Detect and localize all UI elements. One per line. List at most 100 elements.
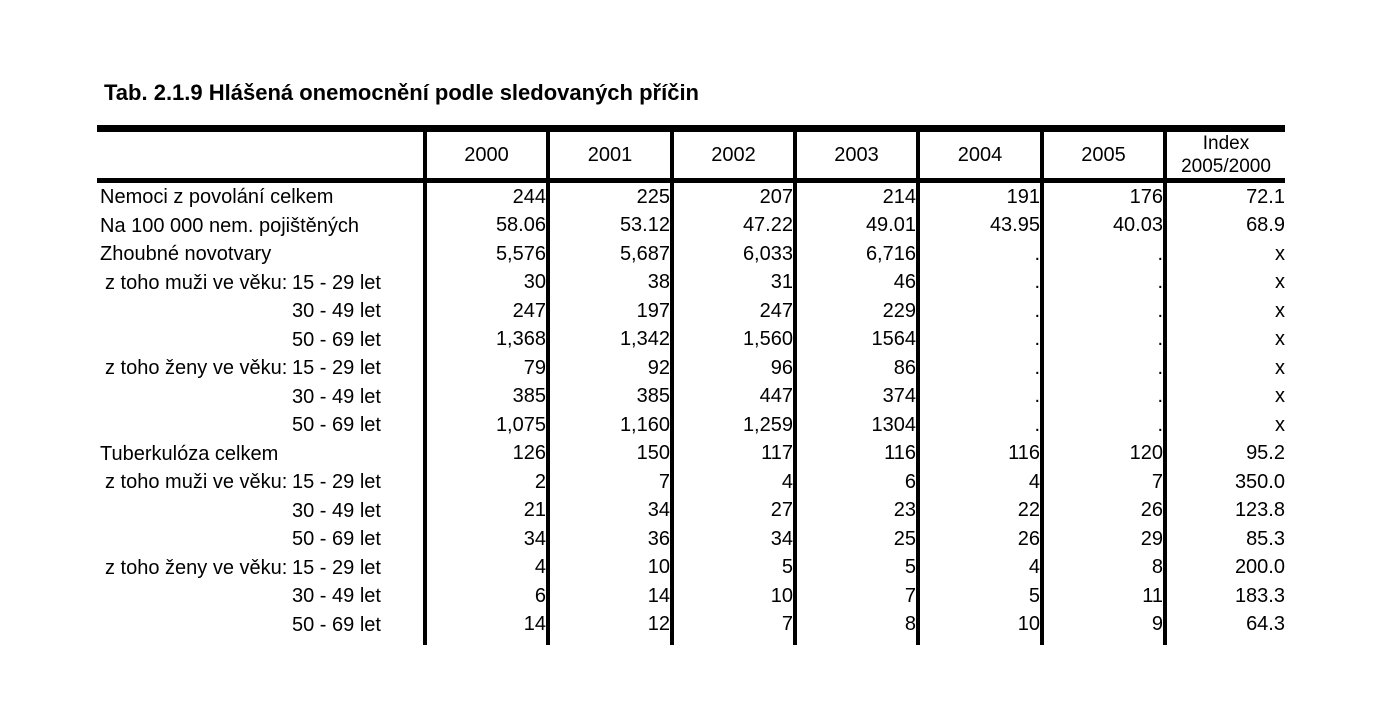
cell-2005: 26 xyxy=(1042,496,1167,525)
cell-2004: 43.95 xyxy=(918,211,1044,240)
cell-2004: . xyxy=(918,268,1044,297)
row-label-cell: 50 - 69 let xyxy=(97,411,427,440)
row-age-label: 15 - 29 let xyxy=(292,271,381,294)
row-age-label: 15 - 29 let xyxy=(292,556,381,579)
cell-2002: 47.22 xyxy=(672,211,797,240)
header-index-column: Index 2005/2000 xyxy=(1165,125,1285,183)
cell-2005: . xyxy=(1042,240,1167,269)
cell-2002: 117 xyxy=(672,439,797,468)
row-label-cell: z toho ženy ve věku: 15 - 29 let xyxy=(97,354,427,383)
cell-2003: 1564 xyxy=(795,325,920,354)
cell-2003: 25 xyxy=(795,525,920,554)
cell-2002: 27 xyxy=(672,496,797,525)
cell-2005: 11 xyxy=(1042,582,1167,611)
statistics-table: 2000 2001 2002 2003 2004 2005 Index 2005… xyxy=(97,125,1285,645)
table-row: Zhoubné novotvary 5,576 5,687 6,033 6,71… xyxy=(97,240,1285,269)
cell-2004: . xyxy=(918,411,1044,440)
cell-2005: 8 xyxy=(1042,553,1167,582)
header-row: 2000 2001 2002 2003 2004 2005 Index 2005… xyxy=(97,125,1285,183)
cell-index-2005-2000: x xyxy=(1275,328,1285,351)
row-label-cell: Na 100 000 nem. pojištěných xyxy=(97,211,427,240)
cell-2001: 53.12 xyxy=(548,211,674,240)
row-label: Na 100 000 nem. pojištěných xyxy=(100,214,360,237)
header-year-2001: 2001 xyxy=(548,125,674,183)
table-row: z toho ženy ve věku: 15 - 29 let 4 10 5 … xyxy=(97,553,1285,582)
cell-2000: 6 xyxy=(425,582,550,611)
cell-2000: 30 xyxy=(425,268,550,297)
cell-2001: 197 xyxy=(548,297,674,326)
row-label-cell: 30 - 49 let xyxy=(97,382,427,411)
cell-2000: 126 xyxy=(425,439,550,468)
cell-2000: 247 xyxy=(425,297,550,326)
cell-2001: 34 xyxy=(548,496,674,525)
cell-2004: 4 xyxy=(918,468,1044,497)
cell-2002: 10 xyxy=(672,582,797,611)
cell-2002: 1,259 xyxy=(672,411,797,440)
cell-2004: . xyxy=(918,240,1044,269)
cell-2005: . xyxy=(1042,411,1167,440)
row-age-label: 15 - 29 let xyxy=(292,357,381,379)
row-age-label: 30 - 49 let xyxy=(292,385,381,408)
cell-2003: 374 xyxy=(795,382,920,411)
cell-2002: 34 xyxy=(672,525,797,554)
cell-index-2005-2000: 123.8 xyxy=(1234,499,1285,522)
cell-2001: 92 xyxy=(548,354,674,383)
cell-2002: 247 xyxy=(672,297,797,326)
cell-index-2005-2000: x xyxy=(1275,356,1285,379)
header-year-2003: 2003 xyxy=(795,125,920,183)
cell-2000: 14 xyxy=(425,610,550,639)
cell-2003: 86 xyxy=(795,354,920,383)
cell-index-2005-2000: 85.3 xyxy=(1246,527,1285,550)
cell-2001: 7 xyxy=(548,468,674,497)
cell-2001: 385 xyxy=(548,382,674,411)
cell-2003: 229 xyxy=(795,297,920,326)
cell-2000: 58.06 xyxy=(425,211,550,240)
cell-2005: 29 xyxy=(1042,525,1167,554)
table-row: 30 - 49 let 21 34 27 23 22 26 123.8 xyxy=(97,496,1285,525)
header-empty-cell xyxy=(97,125,427,183)
row-label-cell: 30 - 49 let xyxy=(97,496,427,525)
cell-index-2005-2000: 72.1 xyxy=(1246,185,1285,208)
cell-index-2005-2000: 200.0 xyxy=(1234,556,1285,579)
cell-index-2005-2000: 68.9 xyxy=(1246,214,1285,237)
cell-2000: 5,576 xyxy=(425,240,550,269)
cell-2005: 7 xyxy=(1042,468,1167,497)
row-label: z toho ženy ve věku: xyxy=(105,556,288,579)
cell-2004: 5 xyxy=(918,582,1044,611)
cell-2002: 1,560 xyxy=(672,325,797,354)
row-age-label: 30 - 49 let xyxy=(292,499,381,522)
row-label-cell: 50 - 69 let xyxy=(97,325,427,354)
cell-2001: 225 xyxy=(548,180,674,212)
cell-index-2005-2000: x xyxy=(1275,299,1285,322)
table-row: 50 - 69 let 34 36 34 25 26 29 85.3 xyxy=(97,525,1285,554)
table-row: z toho ženy ve věku: 15 - 29 let 79 92 9… xyxy=(97,354,1285,383)
cell-2002: 207 xyxy=(672,180,797,212)
cell-index-2005-2000: x xyxy=(1275,413,1285,436)
row-age-label: 50 - 69 let xyxy=(292,613,381,636)
row-label-cell: Zhoubné novotvary xyxy=(97,240,427,269)
row-age-label: 50 - 69 let xyxy=(292,414,381,436)
cell-2004: . xyxy=(918,325,1044,354)
cell-2001: 1,160 xyxy=(548,411,674,440)
cell-2005: . xyxy=(1042,297,1167,326)
cell-2003: 1304 xyxy=(795,411,920,440)
cell-2002: 6,033 xyxy=(672,240,797,269)
cell-index-2005-2000: x xyxy=(1275,271,1285,294)
cell-2003: 116 xyxy=(795,439,920,468)
cell-2004: 22 xyxy=(918,496,1044,525)
cell-2005: . xyxy=(1042,382,1167,411)
cell-index-2005-2000: 350.0 xyxy=(1234,470,1285,493)
cell-2004: 10 xyxy=(918,610,1044,639)
row-label-cell: z toho ženy ve věku: 15 - 29 let xyxy=(97,553,427,582)
cell-index-2005-2000: 95.2 xyxy=(1246,442,1285,465)
cell-2000: 2 xyxy=(425,468,550,497)
cell-2005: . xyxy=(1042,354,1167,383)
row-label-cell: z toho muži ve věku: 15 - 29 let xyxy=(97,268,427,297)
row-age-label: 50 - 69 let xyxy=(292,528,381,550)
cell-2004: . xyxy=(918,297,1044,326)
cell-2002: 447 xyxy=(672,382,797,411)
cell-index-2005-2000: 183.3 xyxy=(1234,584,1285,607)
table-row: Tuberkulóza celkem 126 150 117 116 116 1… xyxy=(97,439,1285,468)
cell-2001: 36 xyxy=(548,525,674,554)
cell-2001: 150 xyxy=(548,439,674,468)
